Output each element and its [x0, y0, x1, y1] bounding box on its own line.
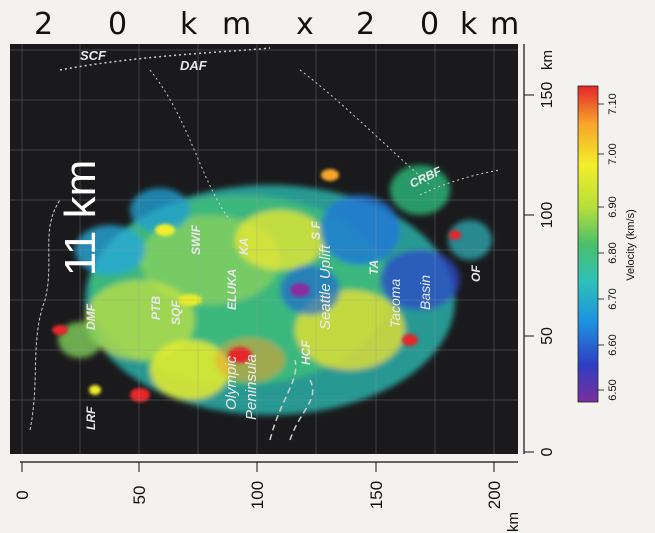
label-eluka: ELUKA — [225, 269, 239, 310]
label-daf: DAF — [180, 58, 208, 73]
label-sf: S F — [309, 221, 323, 240]
label-seattle-uplift: Seattle Uplift — [317, 244, 334, 330]
label-swif: SWIF — [189, 224, 203, 255]
bottom-axis-unit: km — [505, 512, 522, 532]
right-tick-50: 50 — [539, 327, 556, 345]
colorbar: 6.50 6.60 6.70 6.80 6.90 7.00 7.10 Veloc… — [577, 85, 637, 403]
label-hcf: HCF — [299, 340, 313, 365]
scale-text-ma: m — [222, 7, 251, 42]
label-ptb: PTB — [149, 296, 163, 320]
label-ta: TA — [367, 260, 381, 275]
colorbar-tick-7.00: 7.00 — [607, 143, 619, 164]
label-lrf: LRF — [84, 406, 98, 430]
label-dmf: DMF — [84, 303, 98, 330]
colorbar-ticks — [598, 103, 604, 391]
bottom-tick-100: 100 — [248, 481, 267, 509]
scale-text-ka: k — [180, 7, 198, 42]
scale-text-mb: m — [490, 7, 519, 42]
label-sqf: SQF — [169, 300, 183, 325]
right-tick-150: 150 — [539, 82, 556, 109]
bottom-axis: 0 50 100 150 200 km — [13, 461, 522, 532]
scale-text-2b: 2 — [356, 7, 375, 42]
colorbar-tick-6.70: 6.70 — [607, 288, 619, 309]
label-tacoma: Tacoma — [387, 278, 403, 328]
colorbar-gradient — [577, 85, 599, 403]
right-axis-unit: km — [539, 50, 556, 70]
label-scf: SCF — [80, 48, 107, 63]
right-tick-0: 0 — [539, 447, 556, 456]
colorbar-tick-6.80: 6.80 — [607, 242, 619, 263]
right-tick-100: 100 — [539, 202, 556, 229]
label-ka: KA — [237, 238, 251, 255]
depth-label: 11 km — [56, 160, 105, 277]
colorbar-tick-6.60: 6.60 — [607, 334, 619, 355]
label-basin: Basin — [417, 275, 433, 310]
bottom-tick-150: 150 — [367, 481, 386, 509]
velocity-highlights — [52, 169, 461, 402]
label-of: OF — [469, 265, 483, 282]
bottom-tick-50: 50 — [130, 486, 149, 505]
bottom-tick-200: 200 — [485, 481, 504, 509]
colorbar-tick-6.50: 6.50 — [607, 379, 619, 400]
scale-text-row: 2 0 k m x 2 0 k m — [34, 7, 519, 42]
colorbar-tick-7.10: 7.10 — [607, 93, 619, 114]
scale-text-x: x — [296, 7, 314, 42]
right-axis: 0 50 100 150 km — [523, 44, 556, 456]
scale-text-kb: k — [460, 7, 478, 42]
scale-text-2a: 2 — [34, 7, 53, 42]
label-olympic: Olympic — [223, 355, 240, 410]
label-peninsula: Peninsula — [243, 354, 260, 420]
map-grid — [10, 44, 518, 454]
colorbar-tick-6.90: 6.90 — [607, 196, 619, 217]
bottom-tick-0: 0 — [13, 490, 32, 499]
scale-text-0b: 0 — [420, 7, 439, 42]
map-panel: 11 km SCF DAF CRBF DMF PTB SQF SWIF KA E… — [10, 44, 518, 454]
scale-text-0a: 0 — [108, 7, 127, 42]
colorbar-title: Velocity (km/s) — [625, 209, 637, 281]
